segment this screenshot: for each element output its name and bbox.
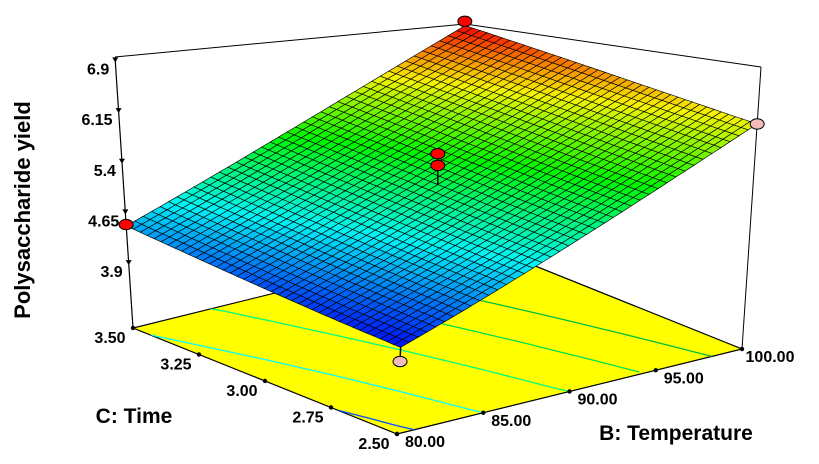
frame-top-left-edge bbox=[114, 23, 466, 58]
design-point-below bbox=[749, 118, 765, 130]
z-tick-label: 6.15 bbox=[81, 112, 112, 129]
design-point-above bbox=[457, 15, 473, 27]
c-axis-title: C: Time bbox=[95, 405, 173, 428]
b-axis-tick bbox=[567, 389, 572, 394]
z-tick-label: 3.9 bbox=[100, 264, 122, 281]
surface-mesh bbox=[125, 25, 758, 348]
b-axis-tick bbox=[481, 410, 486, 415]
b-axis-title: B: Temperature bbox=[599, 422, 753, 445]
design-point-above bbox=[118, 218, 134, 231]
c-tick-label: 3.00 bbox=[226, 383, 257, 400]
design-point-below bbox=[392, 355, 408, 368]
b-tick-label: 80.00 bbox=[405, 434, 445, 451]
c-tick-label: 3.50 bbox=[94, 330, 125, 347]
design-points bbox=[118, 15, 765, 368]
c-axis-tick bbox=[262, 378, 268, 384]
z-tick-label: 6.9 bbox=[87, 61, 109, 78]
c-axis-tick bbox=[130, 325, 136, 331]
axis-tick-labels: 6.9 6.15 5.4 4.65 3.9 2.50 2.75 3.00 3.25 3.50 80.… bbox=[81, 61, 794, 453]
z-axis-title: Polysaccharide yield bbox=[10, 101, 35, 319]
c-tick-label: 3.25 bbox=[160, 357, 191, 374]
z-axis-tick bbox=[118, 158, 125, 164]
b-axis-tick bbox=[739, 346, 745, 352]
b-tick-label: 85.00 bbox=[491, 413, 531, 430]
b-tick-label: 95.00 bbox=[664, 370, 704, 387]
c-axis-tick bbox=[196, 352, 202, 357]
z-tick-label: 5.4 bbox=[94, 163, 116, 180]
z-axis-line bbox=[114, 60, 134, 329]
design-point-above bbox=[430, 159, 446, 172]
b-axis-tick bbox=[394, 431, 400, 437]
design-point-above bbox=[430, 148, 446, 160]
floor-contour-line bbox=[150, 334, 484, 414]
floor-contour-line bbox=[210, 308, 570, 393]
axis-frame bbox=[112, 23, 762, 437]
z-tick-label: 4.65 bbox=[88, 213, 119, 230]
c-tick-label: 2.75 bbox=[292, 410, 323, 427]
frame-top-right-edge bbox=[464, 23, 762, 68]
c-tick-label: 2.50 bbox=[358, 436, 389, 453]
z-axis-tick bbox=[125, 260, 132, 266]
z-axis-tick bbox=[112, 57, 119, 63]
b-axis-tick bbox=[653, 368, 658, 373]
z-axis-tick bbox=[115, 108, 122, 114]
b-tick-label: 100.00 bbox=[746, 349, 795, 366]
floor-contour-line bbox=[337, 409, 415, 431]
z-axis-tick bbox=[122, 209, 129, 215]
b-tick-label: 90.00 bbox=[577, 392, 617, 409]
c-axis-tick bbox=[328, 405, 334, 410]
frame-right-edge bbox=[741, 66, 762, 350]
